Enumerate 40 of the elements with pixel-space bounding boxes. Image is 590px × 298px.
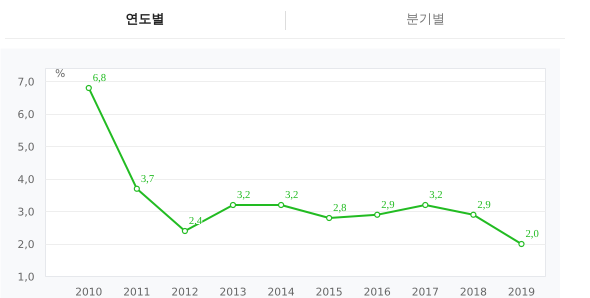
x-tick-label: 2011: [123, 286, 150, 298]
y-tick-label: 1,0: [18, 270, 35, 284]
point: [230, 202, 236, 208]
point: [422, 202, 428, 208]
y-axis-title: %: [55, 66, 66, 80]
point: [470, 212, 476, 218]
data-label: 2,9: [381, 200, 395, 211]
x-tick-label: 2016: [364, 286, 392, 298]
x-tick-label: 2010: [75, 286, 103, 298]
point: [518, 240, 525, 248]
point: [86, 84, 92, 92]
y-tick-label: 5,0: [18, 140, 35, 154]
data-label: 2,8: [333, 203, 346, 214]
x-tick-label: 2015: [316, 286, 343, 298]
data-label: 2,9: [477, 200, 491, 211]
y-tick-label: 2,0: [18, 238, 35, 251]
x-tick-label: 2013: [219, 286, 247, 298]
text: 연도별: [124, 11, 166, 29]
x-tick-label: 2019: [508, 286, 536, 298]
y-tick-label: 3,0: [18, 206, 35, 218]
point: [182, 228, 188, 234]
x-tick-label: 2018: [460, 286, 488, 298]
point: [326, 214, 332, 222]
data-label: 2,0: [525, 229, 539, 240]
y-tick-label: 7,0: [18, 76, 35, 88]
y-tick-label: 6,0: [18, 108, 35, 121]
data-label: 3,2: [285, 190, 298, 201]
data-label: 3,7: [140, 174, 155, 185]
x-tick-label: 2014: [268, 286, 295, 298]
point: [134, 186, 140, 192]
data-label: 2,4: [188, 216, 203, 227]
data-label: 3,2: [429, 190, 443, 201]
data-label: 3,2: [237, 190, 250, 201]
text: 분기별: [284, 11, 565, 30]
x-tick-label: 2017: [412, 286, 439, 298]
x-tick-label: 2012: [171, 286, 198, 298]
point: [278, 202, 284, 208]
point: [374, 212, 380, 218]
data-label: 6,8: [92, 73, 106, 84]
y-tick-label: 4,0: [18, 173, 35, 186]
